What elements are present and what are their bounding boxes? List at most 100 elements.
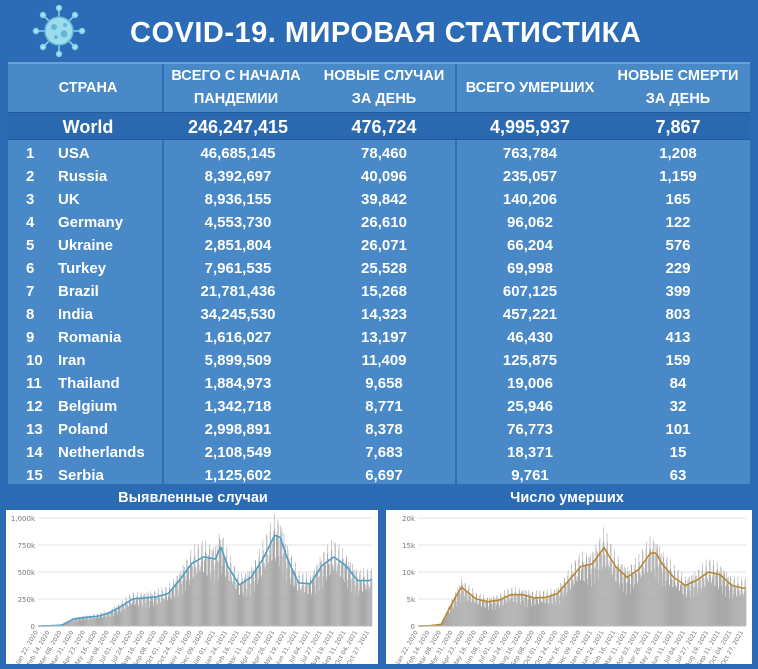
new-deaths-cell: 413 xyxy=(665,329,691,346)
daily-bar xyxy=(722,570,724,626)
daily-bar xyxy=(719,574,721,626)
daily-bar xyxy=(641,576,642,626)
daily-bar xyxy=(293,586,295,626)
new-deaths-cell: 399 xyxy=(665,283,691,300)
daily-bar xyxy=(371,567,372,626)
daily-bar xyxy=(96,614,98,626)
new-cases-cell: 8,378 xyxy=(365,421,403,438)
daily-bar xyxy=(183,573,185,626)
daily-bar xyxy=(677,571,679,626)
daily-bar xyxy=(81,616,83,626)
daily-bar xyxy=(107,613,109,626)
daily-bar xyxy=(736,596,737,626)
daily-bar xyxy=(671,578,673,626)
daily-bar xyxy=(528,592,530,626)
daily-bar xyxy=(464,596,465,626)
daily-bar xyxy=(449,612,451,626)
daily-bar xyxy=(319,556,321,626)
daily-bar xyxy=(336,571,337,626)
daily-bar xyxy=(368,584,369,626)
daily-bar xyxy=(474,603,475,626)
daily-bar xyxy=(737,583,738,626)
daily-bar xyxy=(146,599,147,626)
daily-bar xyxy=(539,589,541,626)
daily-bar xyxy=(732,587,733,626)
table-header: СТРАНА ВСЕГО С НАЧАЛА ПАНДЕМИИ НОВЫЕ СЛУ… xyxy=(8,64,750,112)
new-cases-cell: 26,610 xyxy=(361,214,407,231)
daily-bar xyxy=(715,574,717,626)
daily-bar xyxy=(530,606,532,626)
daily-bar xyxy=(333,568,335,626)
total-deaths-cell: 96,062 xyxy=(507,214,553,231)
daily-bar xyxy=(121,602,123,626)
daily-bar xyxy=(192,578,194,626)
daily-bar xyxy=(358,594,359,626)
daily-bar xyxy=(720,568,722,626)
daily-bar xyxy=(366,589,367,626)
daily-bar xyxy=(709,559,710,626)
daily-bar xyxy=(603,542,605,626)
daily-bar xyxy=(265,566,266,626)
daily-bar xyxy=(548,603,549,626)
daily-bar xyxy=(621,564,623,626)
daily-bar xyxy=(353,569,355,626)
daily-bar xyxy=(214,583,215,626)
daily-bar xyxy=(342,558,344,626)
daily-bar xyxy=(661,586,663,626)
daily-bar xyxy=(354,580,355,626)
total-cases-cell: 8,936,155 xyxy=(204,191,272,208)
daily-bar xyxy=(486,601,488,626)
daily-bar xyxy=(685,580,687,626)
daily-bar xyxy=(727,581,729,626)
daily-bar xyxy=(261,576,262,626)
daily-bar xyxy=(130,604,132,626)
daily-bar xyxy=(683,585,685,626)
daily-bar xyxy=(275,537,277,626)
daily-bar xyxy=(664,562,665,626)
daily-bar xyxy=(446,614,448,626)
daily-bar xyxy=(557,593,558,626)
daily-bar xyxy=(131,604,132,626)
daily-bar xyxy=(240,583,242,626)
daily-bar xyxy=(322,585,323,626)
daily-bar xyxy=(629,578,631,626)
daily-bar xyxy=(559,603,560,626)
daily-bar xyxy=(127,606,129,626)
daily-bar xyxy=(688,583,689,626)
daily-bar xyxy=(66,623,68,626)
daily-bar xyxy=(349,565,351,626)
daily-bar xyxy=(327,558,329,626)
daily-bar xyxy=(243,595,244,626)
daily-bar xyxy=(706,577,708,626)
column-separator xyxy=(162,64,164,486)
daily-bar xyxy=(540,593,541,626)
daily-bar xyxy=(182,565,184,626)
daily-bar xyxy=(308,583,310,626)
daily-bar xyxy=(618,583,620,626)
daily-bar xyxy=(728,586,730,626)
daily-bar xyxy=(666,559,667,626)
daily-bar xyxy=(454,598,456,626)
daily-bar xyxy=(631,564,633,626)
daily-bar xyxy=(194,544,195,626)
daily-bar xyxy=(724,571,726,626)
daily-bar xyxy=(743,592,745,626)
daily-bar xyxy=(128,606,129,626)
daily-bar xyxy=(695,575,696,626)
table-row: 6 Turkey 7,961,535 25,528 69,998 229 xyxy=(8,257,750,280)
daily-bar xyxy=(280,538,282,626)
daily-bar xyxy=(144,593,146,626)
daily-bar xyxy=(187,565,189,626)
daily-bar xyxy=(591,568,593,626)
daily-bar xyxy=(173,583,175,626)
daily-bar xyxy=(452,600,453,626)
daily-bar xyxy=(245,574,246,626)
daily-bar xyxy=(599,541,600,626)
daily-bar xyxy=(138,605,140,626)
daily-bar xyxy=(735,587,736,626)
daily-bar xyxy=(529,596,530,626)
daily-bar xyxy=(228,571,229,626)
daily-bar xyxy=(728,576,729,626)
daily-bar xyxy=(72,618,74,626)
daily-bar xyxy=(578,559,580,626)
